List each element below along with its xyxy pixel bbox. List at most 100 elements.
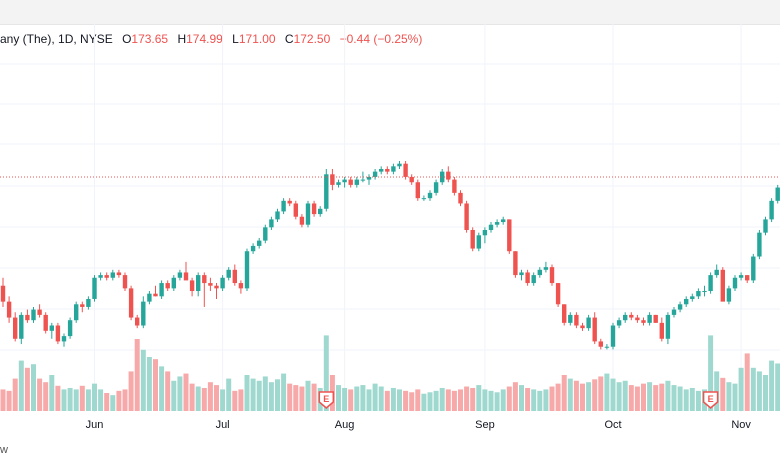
volume-bar (226, 378, 232, 411)
volume-bar (378, 386, 384, 411)
candle-body (531, 275, 536, 284)
candle (696, 288, 701, 299)
candle-body (397, 163, 402, 167)
volume-bar (695, 390, 701, 411)
volume-bar (323, 335, 329, 411)
volume-bar (683, 389, 689, 411)
candle (177, 269, 183, 281)
candle (427, 190, 433, 201)
candle-body (391, 166, 396, 172)
candle (232, 264, 237, 286)
candle (421, 195, 427, 201)
volume-bar (299, 386, 305, 411)
candle (293, 200, 298, 220)
candle (86, 296, 91, 310)
candle (647, 312, 652, 326)
candle-body (732, 277, 738, 289)
volume-bar (537, 390, 543, 411)
volume-bar (268, 382, 274, 411)
volume-bar (708, 335, 714, 411)
volume-bar (744, 353, 750, 411)
volume-bar (567, 378, 573, 411)
candle-body (220, 277, 225, 289)
candle (549, 264, 555, 286)
chart-grid (0, 24, 780, 412)
candle-body (128, 288, 134, 318)
candle-body (702, 291, 707, 293)
volume-bar (195, 386, 201, 411)
candle (281, 198, 286, 215)
volume-bar (98, 389, 104, 411)
candle-body (372, 171, 378, 177)
candle-body (501, 219, 506, 223)
volume-bar (214, 385, 219, 411)
candle (171, 275, 176, 292)
volume-bar (146, 357, 152, 411)
candle (677, 301, 683, 313)
candle (354, 176, 359, 188)
candle (104, 272, 109, 281)
candle (464, 200, 469, 233)
candle-body (507, 219, 512, 252)
volume-bar (85, 389, 91, 411)
earnings-marker[interactable]: E (318, 391, 335, 409)
candle-body (366, 176, 372, 180)
candle (348, 176, 353, 188)
symbol-title[interactable]: any (The), 1D, NYSE (0, 32, 113, 46)
volume-bar (445, 389, 451, 411)
candle (98, 272, 103, 281)
low-label: L (232, 32, 239, 46)
candle (263, 224, 268, 244)
candle-body (311, 203, 317, 215)
candle (574, 312, 579, 329)
candle-body (555, 283, 561, 305)
candle-body (708, 275, 713, 292)
volume-bar (647, 382, 653, 411)
earnings-marker[interactable]: E (702, 391, 719, 409)
volume-bar (775, 363, 780, 411)
volume-bar (421, 393, 427, 411)
candle-body (421, 198, 427, 200)
candle-body (86, 298, 91, 307)
earnings-marker-shape (318, 391, 335, 409)
candle (37, 304, 42, 318)
candle (342, 176, 347, 188)
x-tick-label: Jun (86, 419, 104, 431)
candle (562, 304, 567, 326)
volume-bar (677, 386, 683, 411)
candle-body (513, 251, 518, 276)
candle-body (330, 174, 335, 185)
candle-body (287, 200, 292, 204)
candle (226, 267, 231, 281)
volume-bar (232, 390, 238, 411)
volume-bar (714, 371, 720, 411)
candle-body (61, 336, 67, 342)
volume-bar (31, 364, 36, 411)
volume-bar (531, 389, 537, 411)
low-value: 171.00 (238, 32, 276, 46)
open-value: 173.65 (131, 32, 169, 46)
candle (519, 269, 524, 281)
candle-body (171, 277, 176, 289)
candle-body (98, 275, 103, 278)
candle (196, 272, 201, 297)
candle (653, 314, 658, 323)
open-label: O (122, 32, 132, 46)
volume-bar (128, 371, 134, 411)
candle (568, 312, 573, 326)
close-value: 172.50 (293, 32, 331, 46)
candle-body (677, 304, 683, 310)
candle-body (562, 304, 567, 323)
earnings-marker-shape (702, 391, 719, 409)
volume-bar (390, 387, 396, 411)
volume-bar (67, 387, 73, 411)
candle-body (635, 317, 640, 321)
volume-bar (769, 360, 775, 411)
volume-bar (275, 379, 280, 411)
candle (299, 214, 305, 228)
candle (659, 317, 664, 342)
volume-bar (92, 383, 97, 411)
candle (714, 264, 719, 278)
